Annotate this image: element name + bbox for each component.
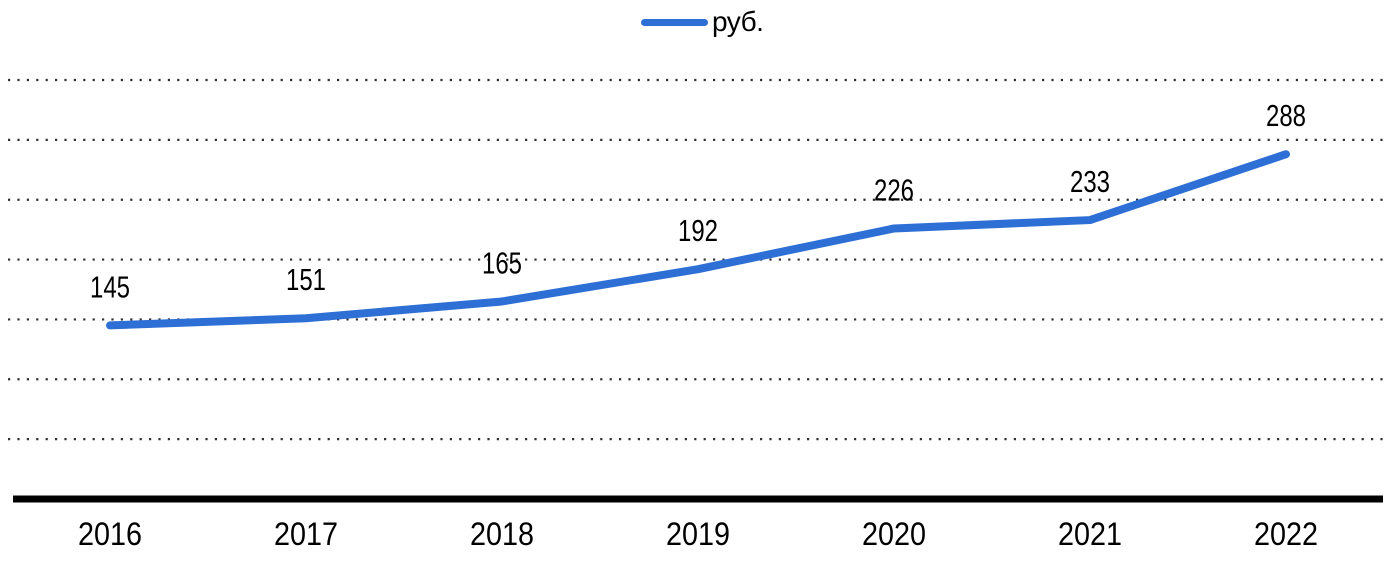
data-point-label: 288 xyxy=(1266,98,1306,133)
x-axis-label: 2022 xyxy=(1254,516,1318,552)
x-axis-label: 2019 xyxy=(666,516,730,552)
x-axis-label: 2018 xyxy=(470,516,534,552)
x-axis-label: 2017 xyxy=(274,516,338,552)
data-point-label: 233 xyxy=(1070,164,1110,199)
x-axis-label: 2016 xyxy=(78,516,142,552)
series-line-rub xyxy=(106,150,1290,330)
data-point-label: 145 xyxy=(90,269,130,304)
legend-line-swatch xyxy=(641,18,708,26)
x-axis-label: 2021 xyxy=(1058,516,1122,552)
data-point-label: 151 xyxy=(286,262,326,297)
data-point-label: 165 xyxy=(482,245,522,280)
data-point-label: 192 xyxy=(678,213,718,248)
x-axis-label: 2020 xyxy=(862,516,926,552)
legend-series-label: руб. xyxy=(712,6,764,37)
data-point-label: 226 xyxy=(874,172,914,207)
legend: руб. xyxy=(641,6,764,38)
x-axis-line xyxy=(13,495,1383,503)
